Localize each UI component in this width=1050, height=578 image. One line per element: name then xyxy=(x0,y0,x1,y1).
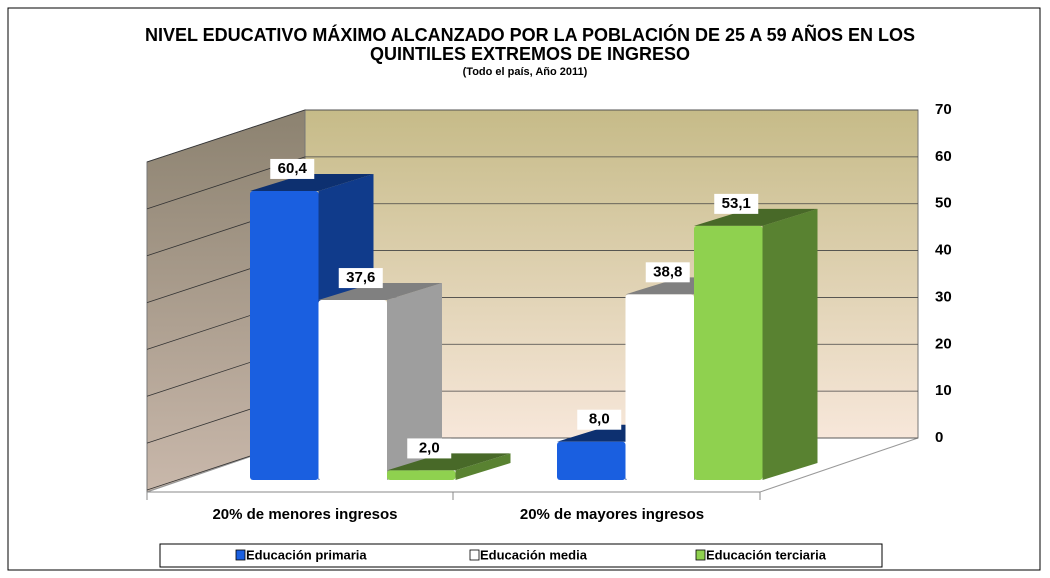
legend-swatch xyxy=(469,549,480,561)
chart-subtitle: (Todo el país, Año 2011) xyxy=(462,66,588,78)
bar xyxy=(250,190,319,480)
value-label-box xyxy=(407,438,452,459)
bar xyxy=(387,470,456,480)
y-tick-label: 10 xyxy=(935,382,952,399)
legend-label: Educación media xyxy=(480,547,588,562)
y-tick-label: 40 xyxy=(935,242,952,259)
value-label-box xyxy=(714,193,759,214)
legend-label: Educación primaria xyxy=(246,547,367,562)
value-label: 37,6 xyxy=(346,269,375,286)
value-label: 8,0 xyxy=(589,411,610,428)
value-label: 2,0 xyxy=(419,439,440,456)
bar xyxy=(318,300,387,480)
bar xyxy=(625,294,694,480)
y-tick-label: 20 xyxy=(935,335,952,352)
value-label-box xyxy=(577,409,622,430)
bar xyxy=(694,225,763,480)
frame xyxy=(7,7,1041,571)
y-tick-label: 30 xyxy=(935,288,952,305)
value-label: 53,1 xyxy=(722,195,751,212)
bar-top xyxy=(318,283,442,301)
value-label-box xyxy=(270,158,315,179)
legend-swatch xyxy=(235,549,246,561)
y-tick-label: 70 xyxy=(935,101,952,118)
y-tick-label: 0 xyxy=(935,429,943,446)
grid-line xyxy=(146,109,306,163)
bar-side xyxy=(762,208,818,480)
bar xyxy=(557,441,626,480)
bar-side xyxy=(455,453,511,480)
y-tick-label: 50 xyxy=(935,195,952,212)
legend-swatch xyxy=(695,549,706,561)
bar-side xyxy=(387,283,442,480)
x-tick-label: 20% de mayores ingresos xyxy=(520,506,704,523)
x-tick-label: 20% de menores ingresos xyxy=(212,506,397,523)
legend-label: Educación terciaria xyxy=(706,547,827,562)
bar-top xyxy=(387,453,511,471)
value-label: 60,4 xyxy=(278,160,308,177)
y-tick-label: 60 xyxy=(935,148,952,165)
value-label-box xyxy=(338,268,383,289)
value-label: 38,8 xyxy=(653,263,682,280)
bar-top xyxy=(694,208,818,226)
value-label-box xyxy=(645,262,690,283)
bar-top xyxy=(250,173,374,191)
chart-title: NIVEL EDUCATIVO MÁXIMO ALCANZADO POR LA … xyxy=(144,25,916,64)
